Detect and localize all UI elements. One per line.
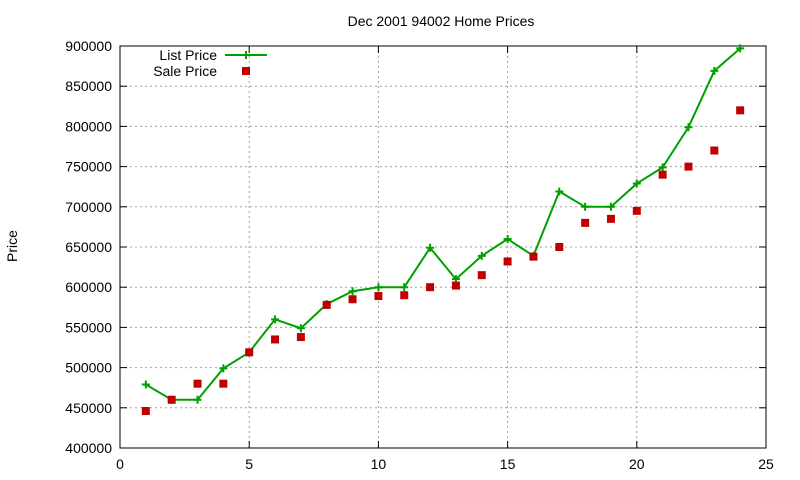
sale-price-point	[710, 146, 719, 155]
sale-price-point	[400, 291, 409, 300]
x-tick-label: 0	[116, 456, 124, 472]
sale-price-point	[606, 214, 615, 223]
sale-price-point	[451, 281, 460, 290]
sale-price-point	[271, 335, 280, 344]
list-price-point	[736, 44, 745, 53]
sale-price-point	[245, 348, 254, 357]
list-price-point	[296, 324, 305, 333]
list-price-point	[426, 243, 435, 252]
list-price-point	[581, 202, 590, 211]
list-price-line	[145, 47, 741, 401]
legend-marker-sale-price	[242, 67, 250, 75]
y-tick-label: 500000	[65, 360, 112, 376]
list-price-point	[400, 283, 409, 292]
axis-ticks: 400000 450000 500000 550000 600000 650000 7000…	[65, 38, 774, 472]
list-price-point	[477, 251, 486, 260]
sale-price-point	[141, 407, 150, 416]
x-tick-label: 20	[629, 456, 645, 472]
legend-label-list-price: List Price	[159, 47, 217, 63]
plot-frame	[119, 45, 767, 449]
sale-price-point	[477, 271, 486, 280]
list-price-point	[658, 163, 667, 172]
list-price-point	[374, 283, 383, 292]
sale-price-point	[529, 252, 538, 261]
y-axis-label: Price	[4, 230, 20, 262]
y-tick-label: 600000	[65, 279, 112, 295]
list-price-point	[141, 380, 150, 389]
sale-price-point	[322, 300, 331, 309]
list-price-point	[271, 315, 280, 324]
list-price-point	[710, 66, 719, 75]
sale-price-point	[684, 162, 693, 171]
y-tick-label: 800000	[65, 118, 112, 134]
series-layer	[141, 44, 745, 416]
chart-title: Dec 2001 94002 Home Prices	[348, 13, 535, 29]
y-tick-label: 700000	[65, 199, 112, 215]
y-tick-label: 400000	[65, 440, 112, 456]
sale-price-point	[167, 395, 176, 404]
sale-price-point	[426, 283, 435, 292]
x-tick-label: 15	[500, 456, 516, 472]
grid	[120, 46, 766, 448]
x-tick-label: 25	[758, 456, 774, 472]
y-tick-label: 450000	[65, 400, 112, 416]
sale-price-point	[581, 218, 590, 227]
sale-price-point	[555, 243, 564, 251]
sale-price-point	[348, 295, 357, 304]
list-price-point	[684, 123, 693, 132]
y-tick-label: 900000	[65, 38, 112, 54]
sale-price-point	[632, 206, 641, 215]
sale-price-point	[296, 333, 305, 342]
sale-price-point	[658, 170, 667, 179]
sale-price-point	[503, 257, 512, 266]
list-price-point	[555, 187, 564, 196]
x-tick-label: 10	[371, 456, 387, 472]
y-tick-label: 650000	[65, 239, 112, 255]
y-tick-label: 750000	[65, 159, 112, 175]
legend-label-sale-price: Sale Price	[153, 63, 217, 79]
y-tick-label: 850000	[65, 78, 112, 94]
list-price-point	[503, 234, 512, 243]
sale-price-point	[193, 379, 202, 388]
legend-marker-list-price	[242, 51, 250, 59]
list-price-point	[348, 287, 357, 296]
list-price-point	[632, 179, 641, 188]
sale-price-point	[219, 379, 228, 388]
y-tick-label: 550000	[65, 319, 112, 335]
sale-price-point	[736, 106, 745, 115]
list-price-point	[193, 395, 202, 404]
list-price-point	[606, 202, 615, 211]
list-price-point	[219, 364, 228, 373]
sale-price-point	[374, 292, 383, 301]
x-tick-label: 5	[245, 456, 253, 472]
